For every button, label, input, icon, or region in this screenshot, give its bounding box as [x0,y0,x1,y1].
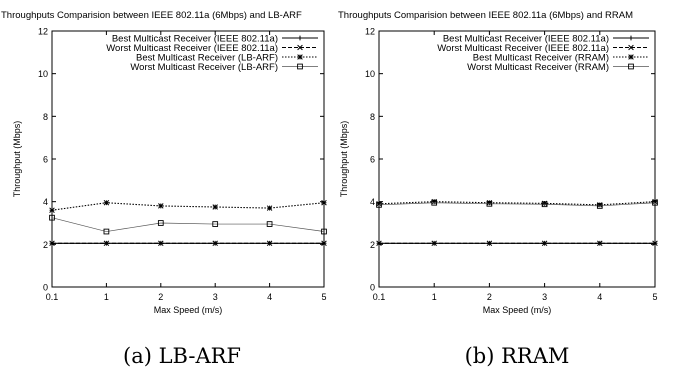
x-tick-label: 4 [267,292,272,302]
x-tick-label: 2 [487,292,492,302]
chart-panel-rram: Throughputs Comparision between IEEE 802… [338,10,658,315]
legend-label: Worst Multicast Receiver (IEEE 802.11a) [106,43,278,54]
caption-b: (b) RRAM [465,344,570,368]
x-tick-label: 4 [597,292,602,302]
legend-marker [297,63,303,70]
legend-label: Worst Multicast Receiver (RRAM) [467,62,609,73]
data-point-series-4 [652,199,658,206]
y-tick-label: 10 [365,69,375,79]
legend-label: Best Multicast Receiver (IEEE 802.11a) [443,34,609,45]
y-tick-label: 12 [365,27,375,37]
chart-title: Throughputs Comparision between IEEE 802… [338,10,633,21]
data-point-series-4 [157,220,164,226]
data-point-series-3 [103,199,110,206]
x-tick-label: 5 [321,292,326,302]
data-point-series-2 [376,240,382,247]
y-tick-label: 8 [370,112,375,122]
data-point-series-4 [321,228,327,235]
data-point-series-4 [266,221,273,227]
legend-marker [628,35,634,41]
y-tick-label: 0 [43,283,48,293]
y-tick-label: 2 [43,240,48,250]
legend-marker [628,54,634,60]
data-point-series-2 [431,240,437,247]
legend-label: Best Multicast Receiver (RRAM) [473,53,609,64]
x-axis-label: Max Speed (m/s) [483,305,552,315]
data-point-series-3 [431,198,437,205]
data-point-series-3 [597,202,603,208]
series-line-4 [378,202,656,207]
data-point-series-2 [49,240,55,247]
y-tick-label: 0 [370,283,375,293]
data-point-series-4 [376,202,382,208]
data-point-series-2 [212,240,218,247]
data-point-series-2 [652,240,658,247]
legend-label: Best Multicast Receiver (IEEE 802.11a) [112,34,278,45]
y-tick-label: 6 [370,155,375,165]
y-tick-label: 2 [370,240,375,250]
y-tick-label: 4 [43,197,48,207]
data-point-series-2 [103,240,110,247]
data-point-series-2 [597,240,603,247]
y-tick-label: 10 [38,69,48,79]
data-point-series-4 [431,199,438,206]
x-tick-label: 0.1 [373,292,386,302]
x-tick-label: 3 [542,292,547,302]
data-point-series-3 [376,201,382,207]
legend-label: Worst Multicast Receiver (LB-ARF) [130,62,278,73]
legend-marker [628,44,634,51]
legend-marker [628,63,634,70]
legend-marker [297,35,303,41]
chart-title: Throughputs Comparision between IEEE 802… [1,10,302,21]
x-tick-label: 2 [158,292,163,302]
series-line-3 [378,201,656,206]
x-tick-label: 1 [432,292,437,302]
legend-marker [297,44,303,51]
legend-label: Best Multicast Receiver (LB-ARF) [136,53,278,64]
data-point-series-2 [321,240,327,247]
data-point-series-3 [652,198,658,205]
y-axis-label: Throughput (Mbps) [12,121,22,198]
y-tick-label: 12 [38,27,48,37]
data-point-series-4 [212,221,219,227]
data-point-series-4 [541,201,548,208]
data-point-series-3 [212,204,218,210]
data-point-series-3 [266,205,273,211]
y-tick-label: 4 [370,197,375,207]
legend-label: Worst Multicast Receiver (IEEE 802.11a) [437,43,609,54]
x-tick-label: 3 [213,292,218,302]
data-point-series-2 [266,240,273,247]
data-point-series-3 [158,203,164,209]
data-point-series-4 [103,228,110,235]
x-tick-label: 1 [104,292,109,302]
data-point-series-3 [541,200,548,207]
y-tick-label: 8 [43,112,48,122]
y-tick-label: 6 [43,155,48,165]
caption-a: (a) LB-ARF [123,344,241,368]
data-point-series-4 [596,203,603,209]
data-point-series-3 [486,199,493,206]
x-tick-label: 5 [652,292,657,302]
data-point-series-4 [49,214,55,221]
x-tick-label: 0.1 [46,292,59,302]
y-axis-label: Throughput (Mbps) [339,121,349,198]
data-point-series-2 [486,240,493,247]
x-axis-label: Max Speed (m/s) [154,305,223,315]
series-line-4 [51,217,325,232]
legend-marker [297,54,303,60]
chart-panel-lb-arf: Throughputs Comparision between IEEE 802… [1,10,327,315]
data-point-series-2 [158,240,164,247]
data-point-series-2 [541,240,548,247]
data-point-series-3 [49,207,55,213]
series-line-3 [51,202,325,211]
data-point-series-3 [321,199,327,206]
data-point-series-4 [486,200,493,207]
